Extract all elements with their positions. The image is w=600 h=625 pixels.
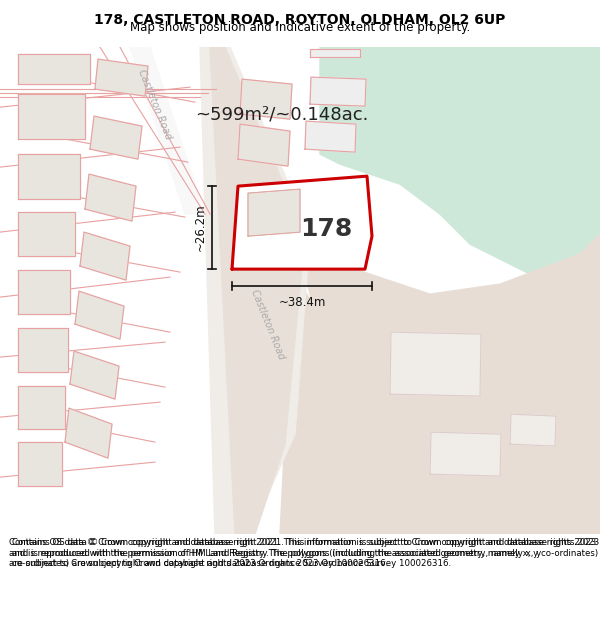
- Text: 178: 178: [300, 217, 352, 241]
- Polygon shape: [18, 442, 62, 486]
- Polygon shape: [18, 386, 65, 429]
- Polygon shape: [18, 270, 70, 314]
- Text: ~38.4m: ~38.4m: [278, 296, 326, 309]
- Text: 178, CASTLETON ROAD, ROYTON, OLDHAM, OL2 6UP: 178, CASTLETON ROAD, ROYTON, OLDHAM, OL2…: [94, 13, 506, 27]
- Polygon shape: [280, 284, 600, 534]
- Polygon shape: [200, 47, 310, 534]
- Polygon shape: [130, 47, 205, 214]
- Polygon shape: [320, 47, 600, 254]
- Text: Castleton Road: Castleton Road: [136, 68, 173, 141]
- Polygon shape: [305, 121, 356, 152]
- Polygon shape: [510, 414, 556, 446]
- Polygon shape: [238, 124, 290, 166]
- Text: ~599m²/~0.148ac.: ~599m²/~0.148ac.: [195, 105, 368, 123]
- Text: Map shows position and indicative extent of the property.: Map shows position and indicative extent…: [130, 21, 470, 34]
- Polygon shape: [18, 328, 68, 372]
- Polygon shape: [210, 47, 305, 534]
- Polygon shape: [80, 232, 130, 280]
- Polygon shape: [390, 332, 481, 396]
- Polygon shape: [248, 189, 300, 236]
- Polygon shape: [310, 49, 360, 57]
- Text: Castleton Road: Castleton Road: [250, 288, 287, 361]
- Polygon shape: [65, 408, 112, 458]
- Polygon shape: [95, 59, 148, 96]
- Polygon shape: [310, 77, 366, 106]
- Polygon shape: [75, 291, 124, 339]
- Polygon shape: [240, 79, 292, 119]
- Text: ~26.2m: ~26.2m: [194, 204, 207, 251]
- Polygon shape: [430, 432, 501, 476]
- Polygon shape: [18, 154, 80, 199]
- Polygon shape: [18, 54, 90, 84]
- Polygon shape: [305, 234, 600, 454]
- Polygon shape: [470, 154, 600, 274]
- Text: Contains OS data © Crown copyright and database right 2021. This information is : Contains OS data © Crown copyright and d…: [12, 538, 599, 568]
- Polygon shape: [0, 47, 600, 534]
- Polygon shape: [85, 174, 136, 221]
- Polygon shape: [232, 176, 372, 269]
- Polygon shape: [90, 116, 142, 159]
- Polygon shape: [18, 212, 75, 256]
- Text: Contains OS data © Crown copyright and database right 2021. This information is : Contains OS data © Crown copyright and d…: [9, 538, 598, 568]
- Polygon shape: [70, 351, 119, 399]
- Polygon shape: [18, 94, 85, 139]
